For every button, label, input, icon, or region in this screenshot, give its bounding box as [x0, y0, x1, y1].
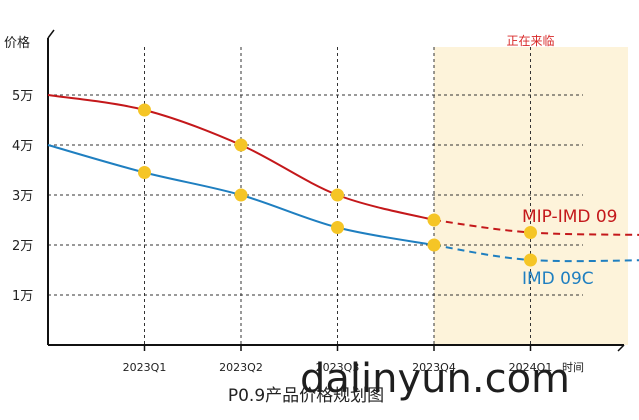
data-point	[427, 238, 441, 252]
data-point	[234, 188, 248, 202]
data-point	[331, 221, 344, 234]
series-label: IMD 09C	[522, 269, 594, 289]
data-point	[524, 253, 537, 267]
y-tick-label: 3万	[12, 189, 33, 204]
x-axis-label: 时间	[562, 361, 584, 374]
y-tick-label: 5万	[12, 89, 33, 104]
chart-title: P0.9产品价格规划图	[228, 386, 384, 406]
x-tick-label: 2024Q1	[509, 361, 553, 374]
x-tick-label: 2023Q2	[219, 361, 263, 374]
data-point	[138, 103, 151, 117]
series-label: MIP-IMD 09	[522, 207, 618, 227]
x-tick-label: 2023Q1	[123, 361, 167, 374]
y-tick-label: 2万	[12, 239, 33, 254]
y-axis-label: 价格	[4, 35, 30, 51]
data-point	[138, 166, 151, 179]
x-axis-arrow	[617, 344, 625, 352]
y-tick-label: 1万	[12, 289, 33, 304]
data-point	[234, 138, 248, 152]
data-point	[524, 226, 537, 239]
watermark: dalinyun.com	[300, 356, 570, 402]
y-tick-label: 4万	[12, 139, 33, 154]
data-point	[427, 213, 441, 227]
x-tick-label: 2023Q4	[412, 361, 456, 374]
data-point	[331, 188, 344, 202]
x-tick-label: 2023Q3	[316, 361, 360, 374]
forecast-region-label: 正在来临	[506, 34, 554, 48]
y-axis-arrow	[47, 29, 55, 39]
